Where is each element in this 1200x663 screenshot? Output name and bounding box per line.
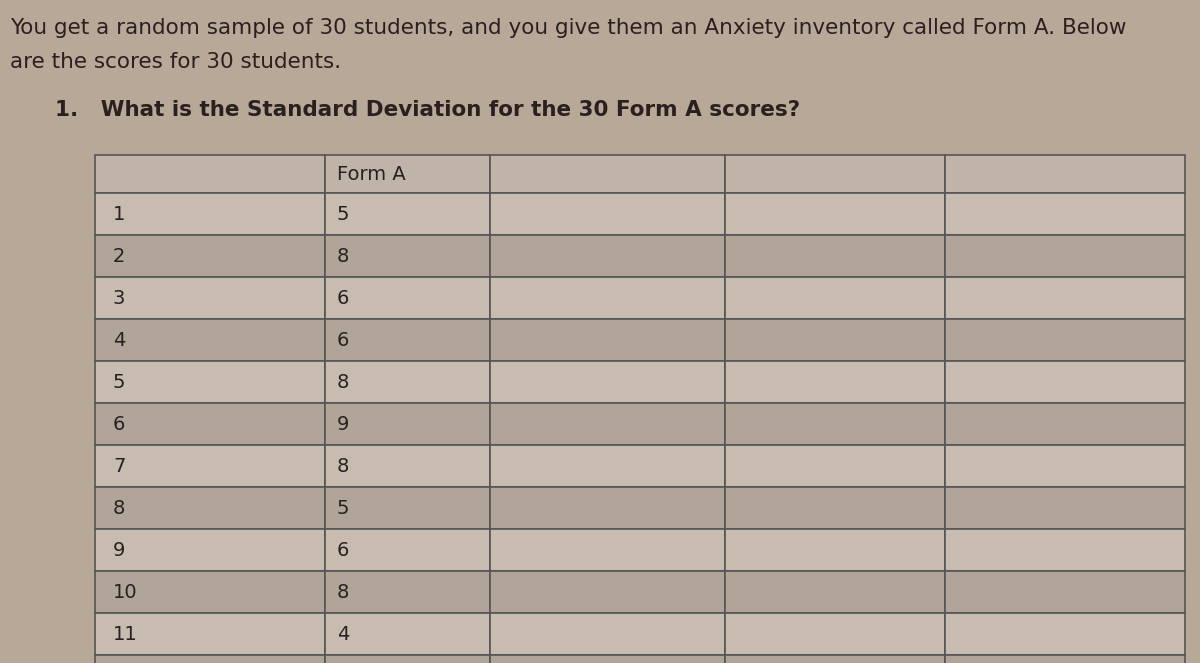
Bar xyxy=(325,319,490,361)
Bar xyxy=(490,487,725,529)
Text: 6: 6 xyxy=(337,540,349,560)
Bar xyxy=(490,235,725,277)
Text: 8: 8 xyxy=(113,499,125,518)
Bar xyxy=(490,445,725,487)
Bar xyxy=(490,613,725,655)
Bar xyxy=(95,155,325,193)
Bar xyxy=(95,319,325,361)
Text: 11: 11 xyxy=(113,625,138,644)
Bar xyxy=(946,319,1186,361)
Bar xyxy=(490,571,725,613)
Bar xyxy=(95,403,325,445)
Bar xyxy=(725,361,946,403)
Text: 3: 3 xyxy=(113,288,125,308)
Bar xyxy=(725,613,946,655)
Bar xyxy=(325,193,490,235)
Bar xyxy=(725,571,946,613)
Bar xyxy=(725,277,946,319)
Bar xyxy=(95,655,325,663)
Bar xyxy=(946,235,1186,277)
Bar xyxy=(946,655,1186,663)
Text: You get a random sample of 30 students, and you give them an Anxiety inventory c: You get a random sample of 30 students, … xyxy=(10,18,1127,38)
Bar xyxy=(946,613,1186,655)
Text: 6: 6 xyxy=(113,414,125,434)
Bar xyxy=(325,529,490,571)
Text: 5: 5 xyxy=(113,373,126,391)
Text: are the scores for 30 students.: are the scores for 30 students. xyxy=(10,52,341,72)
Bar xyxy=(946,529,1186,571)
Bar xyxy=(325,613,490,655)
Bar xyxy=(725,235,946,277)
Text: 4: 4 xyxy=(113,330,125,349)
Bar xyxy=(325,155,490,193)
Text: 10: 10 xyxy=(113,583,138,601)
Bar xyxy=(725,155,946,193)
Bar xyxy=(725,445,946,487)
Bar xyxy=(946,403,1186,445)
Bar xyxy=(490,193,725,235)
Text: 7: 7 xyxy=(113,457,125,475)
Text: Form A: Form A xyxy=(337,164,406,184)
Text: 9: 9 xyxy=(113,540,125,560)
Bar xyxy=(946,155,1186,193)
Bar xyxy=(725,403,946,445)
Bar xyxy=(725,319,946,361)
Text: 8: 8 xyxy=(337,457,349,475)
Text: 1: 1 xyxy=(113,204,125,223)
Bar xyxy=(95,445,325,487)
Text: 1.   What is the Standard Deviation for the 30 Form A scores?: 1. What is the Standard Deviation for th… xyxy=(55,100,800,120)
Bar xyxy=(95,487,325,529)
Bar xyxy=(490,155,725,193)
Bar xyxy=(325,403,490,445)
Bar xyxy=(95,613,325,655)
Bar xyxy=(325,361,490,403)
Bar xyxy=(946,277,1186,319)
Bar xyxy=(325,235,490,277)
Bar xyxy=(490,277,725,319)
Bar xyxy=(325,445,490,487)
Text: 8: 8 xyxy=(337,373,349,391)
Text: 2: 2 xyxy=(113,247,125,265)
Bar xyxy=(725,655,946,663)
Bar xyxy=(325,487,490,529)
Text: 6: 6 xyxy=(337,330,349,349)
Bar xyxy=(95,277,325,319)
Bar xyxy=(946,445,1186,487)
Bar xyxy=(490,361,725,403)
Bar xyxy=(946,571,1186,613)
Bar xyxy=(946,487,1186,529)
Bar xyxy=(946,361,1186,403)
Bar xyxy=(95,529,325,571)
Text: 4: 4 xyxy=(337,625,349,644)
Text: 5: 5 xyxy=(337,204,349,223)
Bar xyxy=(325,571,490,613)
Bar xyxy=(95,235,325,277)
Text: 5: 5 xyxy=(337,499,349,518)
Text: 8: 8 xyxy=(337,247,349,265)
Bar xyxy=(725,487,946,529)
Bar xyxy=(490,529,725,571)
Bar xyxy=(95,571,325,613)
Bar xyxy=(325,655,490,663)
Bar xyxy=(490,403,725,445)
Text: 8: 8 xyxy=(337,583,349,601)
Bar xyxy=(95,361,325,403)
Text: 9: 9 xyxy=(337,414,349,434)
Bar xyxy=(325,277,490,319)
Bar xyxy=(725,529,946,571)
Bar xyxy=(490,655,725,663)
Bar xyxy=(946,193,1186,235)
Bar xyxy=(95,193,325,235)
Bar xyxy=(490,319,725,361)
Bar xyxy=(725,193,946,235)
Text: 6: 6 xyxy=(337,288,349,308)
